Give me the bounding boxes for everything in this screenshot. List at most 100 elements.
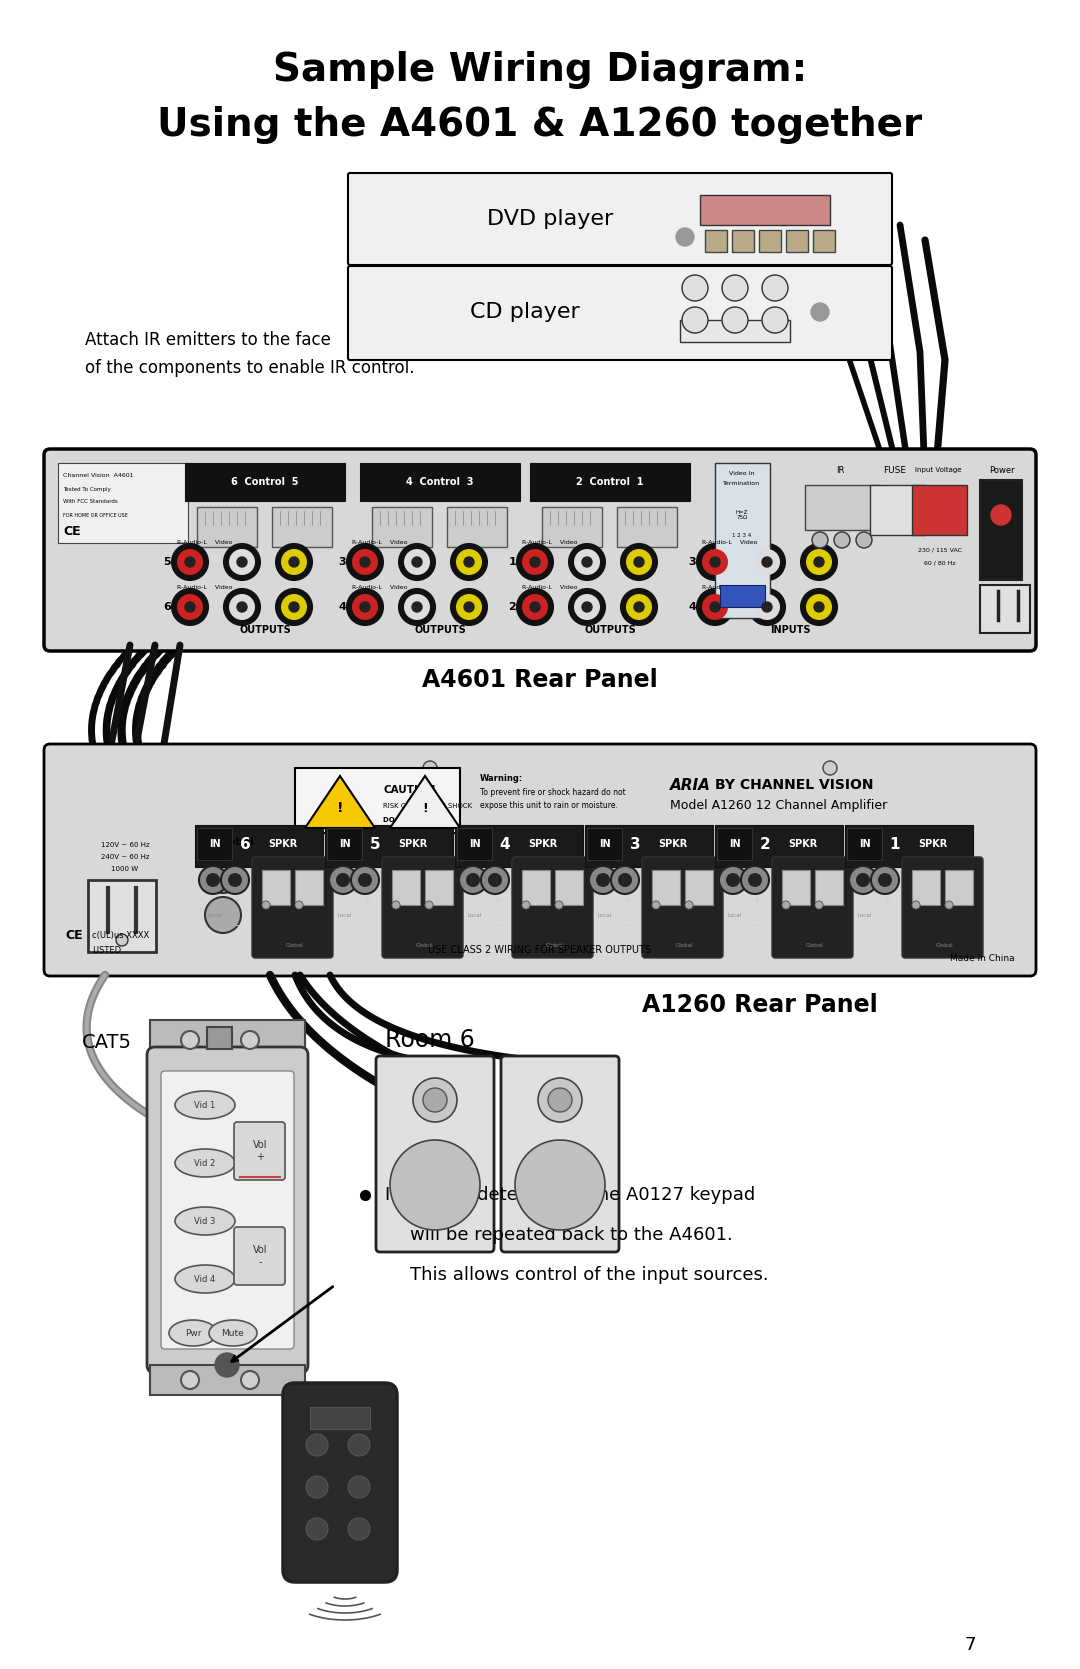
Bar <box>705 230 727 252</box>
Circle shape <box>451 544 487 581</box>
Circle shape <box>411 603 422 613</box>
Circle shape <box>762 275 788 300</box>
Circle shape <box>945 901 953 910</box>
Text: !: ! <box>422 801 428 814</box>
Text: A4601 Rear Panel: A4601 Rear Panel <box>422 668 658 693</box>
Circle shape <box>411 557 422 567</box>
Text: Local: Local <box>468 913 482 918</box>
Circle shape <box>527 1152 593 1218</box>
Text: Global: Global <box>546 943 564 948</box>
Circle shape <box>423 761 437 774</box>
Text: 3: 3 <box>338 557 346 567</box>
Polygon shape <box>305 776 375 828</box>
FancyBboxPatch shape <box>772 856 853 958</box>
Circle shape <box>710 603 720 613</box>
Bar <box>310 1407 370 1429</box>
Ellipse shape <box>175 1265 235 1293</box>
Bar <box>912 870 940 905</box>
Bar <box>845 824 973 866</box>
Text: Vol
+: Vol + <box>253 1140 267 1162</box>
Text: Sample Wiring Diagram:: Sample Wiring Diagram: <box>273 52 807 88</box>
FancyBboxPatch shape <box>376 1056 494 1252</box>
FancyBboxPatch shape <box>348 174 892 265</box>
Text: IR: IR <box>836 466 845 474</box>
Circle shape <box>351 866 379 895</box>
Circle shape <box>404 594 430 619</box>
Circle shape <box>360 603 370 613</box>
Text: OUTPUTS: OUTPUTS <box>584 624 636 634</box>
Circle shape <box>517 589 553 624</box>
Circle shape <box>426 901 433 910</box>
Text: This allows control of the input sources.: This allows control of the input sources… <box>410 1267 769 1283</box>
Text: Local: Local <box>338 913 352 918</box>
Circle shape <box>782 901 789 910</box>
Circle shape <box>206 873 220 886</box>
Text: SPKR: SPKR <box>268 840 298 850</box>
Text: Termination: Termination <box>724 481 760 486</box>
Text: Global: Global <box>676 943 693 948</box>
Text: OUTPUTS: OUTPUTS <box>239 624 291 634</box>
Bar <box>585 824 713 866</box>
Circle shape <box>241 1370 259 1389</box>
Circle shape <box>116 935 129 946</box>
Bar <box>262 870 291 905</box>
Circle shape <box>710 557 720 567</box>
Text: –: – <box>754 920 760 930</box>
Circle shape <box>465 873 480 886</box>
Bar <box>980 586 1030 633</box>
Circle shape <box>426 1175 445 1195</box>
Polygon shape <box>390 776 460 828</box>
Text: 1: 1 <box>890 836 901 851</box>
Circle shape <box>676 229 694 245</box>
Text: !: ! <box>337 801 343 814</box>
Circle shape <box>548 1088 572 1112</box>
Bar <box>207 1026 232 1050</box>
Text: 2: 2 <box>509 603 516 613</box>
Text: ARIA: ARIA <box>670 778 711 793</box>
Text: Pwr: Pwr <box>185 1329 201 1337</box>
Circle shape <box>262 901 270 910</box>
Text: Vid 1: Vid 1 <box>194 1100 216 1110</box>
Text: 4: 4 <box>688 603 696 613</box>
Bar <box>372 507 432 547</box>
Circle shape <box>849 866 877 895</box>
Text: Local: Local <box>858 913 873 918</box>
Circle shape <box>991 506 1011 526</box>
Text: 1000 W: 1000 W <box>111 866 138 871</box>
Bar <box>813 230 835 252</box>
Circle shape <box>555 901 563 910</box>
Circle shape <box>399 589 435 624</box>
Text: SPKR: SPKR <box>788 840 818 850</box>
Circle shape <box>814 557 824 567</box>
Text: CD player: CD player <box>470 302 580 322</box>
Circle shape <box>415 1165 455 1205</box>
Text: 2: 2 <box>759 836 770 851</box>
Text: FUSE: FUSE <box>883 466 906 474</box>
Circle shape <box>172 544 208 581</box>
Circle shape <box>812 532 828 547</box>
Circle shape <box>515 1140 605 1230</box>
Circle shape <box>329 866 357 895</box>
Circle shape <box>726 873 740 886</box>
Text: +: + <box>232 895 242 905</box>
Text: IN: IN <box>339 840 351 850</box>
Circle shape <box>702 549 728 576</box>
FancyBboxPatch shape <box>382 856 463 958</box>
Circle shape <box>550 1175 570 1195</box>
Text: R-Audio-L    Video: R-Audio-L Video <box>177 539 232 544</box>
Circle shape <box>652 901 660 910</box>
Text: Input Voltage: Input Voltage <box>915 467 961 472</box>
Text: 1: 1 <box>509 557 516 567</box>
Circle shape <box>185 557 195 567</box>
Circle shape <box>555 901 563 910</box>
Circle shape <box>423 1088 447 1112</box>
Text: BY CHANNEL VISION: BY CHANNEL VISION <box>715 778 874 793</box>
Circle shape <box>856 532 872 547</box>
Circle shape <box>205 896 241 933</box>
Circle shape <box>823 761 837 774</box>
Text: Attach IR emitters to the face: Attach IR emitters to the face <box>85 330 330 349</box>
Circle shape <box>426 901 433 910</box>
Text: CAUTION: CAUTION <box>383 784 435 794</box>
Circle shape <box>289 603 299 613</box>
FancyBboxPatch shape <box>501 1056 619 1252</box>
